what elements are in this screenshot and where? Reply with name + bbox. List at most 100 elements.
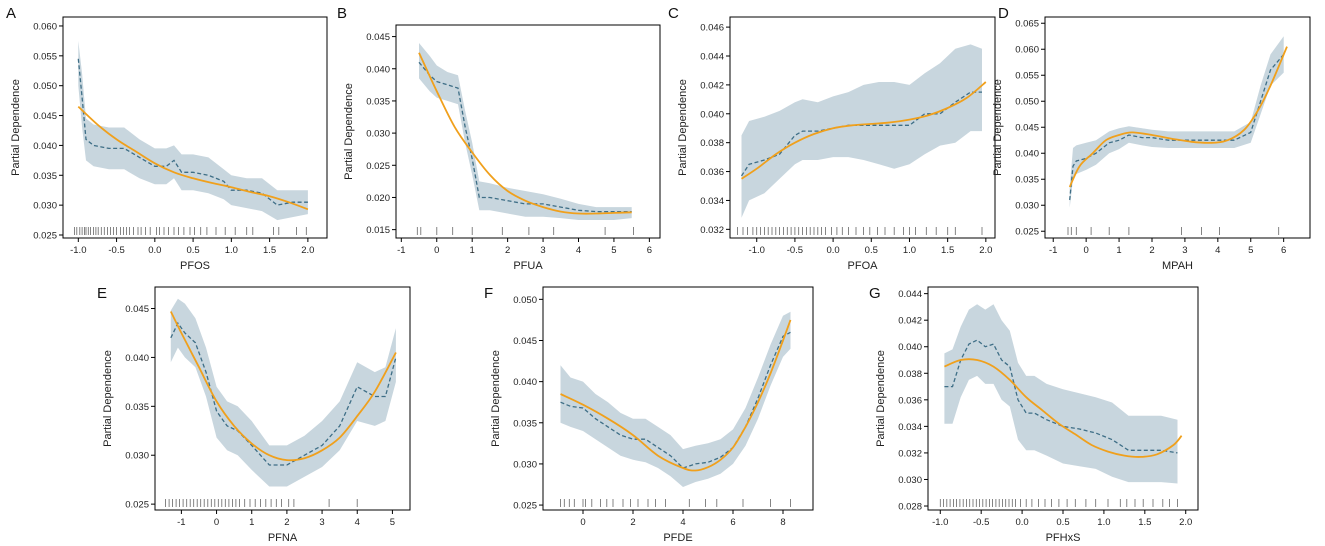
x-tick-label: 0.5 — [1056, 517, 1069, 528]
x-tick-label: 4 — [1215, 245, 1220, 256]
y-tick-label: 0.034 — [700, 196, 724, 207]
panel-letter: E — [97, 285, 107, 302]
smooth-fit-line — [560, 319, 792, 472]
x-axis-title: PFUA — [513, 260, 543, 272]
y-tick-label: 0.036 — [700, 167, 724, 178]
x-tick-label: 4 — [680, 517, 685, 528]
x-tick-label: 1 — [249, 517, 254, 528]
confidence-band — [78, 40, 308, 221]
y-tick-label: 0.042 — [700, 80, 724, 91]
y-tick-label: 0.044 — [700, 52, 724, 63]
panel-a: A -1.0 -0.5 0.0 0.5 1.0 1.5 2.0 0.025 0.030 0.035 0… — [6, 5, 328, 272]
panel-b: B -1 0 1 2 3 4 5 6 0.015 0.020 0.025 0.030 0.035 0.040… — [337, 5, 661, 272]
x-tick-label: 0.0 — [1015, 517, 1028, 528]
x-tick-label: -0.5 — [787, 245, 803, 256]
y-tick-label: 0.055 — [33, 51, 57, 62]
y-axis-title: Partial Dependence — [677, 79, 689, 176]
y-tick-label: 0.030 — [1015, 201, 1039, 212]
x-axis-title: PFHxS — [1046, 532, 1081, 544]
y-tick-label: 0.025 — [366, 161, 390, 172]
x-tick-label: 0 — [580, 517, 585, 528]
panel-f: F 0 2 4 6 8 0.025 0.030 0.035 0.040 0.045 0.050 PFDE… — [484, 285, 814, 544]
panel-letter: C — [668, 5, 679, 22]
y-tick-label: 0.040 — [366, 64, 390, 75]
y-tick-label: 0.046 — [700, 23, 724, 34]
x-tick-label: 0 — [434, 245, 439, 256]
x-tick-label: 5 — [390, 517, 395, 528]
panel-e: E -1 0 1 2 3 4 5 0.025 0.030 0.035 0.040 0.045 PFNA Pa… — [97, 285, 411, 544]
y-tick-label: 0.035 — [513, 418, 537, 429]
x-axis-title: PFNA — [268, 532, 298, 544]
x-tick-label: -0.5 — [108, 245, 124, 256]
x-tick-label: 0 — [1084, 245, 1089, 256]
y-tick-label: 0.040 — [700, 109, 724, 120]
x-tick-label: 2 — [284, 517, 289, 528]
x-axis-title: MPAH — [1162, 260, 1193, 272]
x-tick-label: 4 — [355, 517, 360, 528]
y-tick-label: 0.045 — [513, 336, 537, 347]
x-tick-label: 1 — [470, 245, 475, 256]
x-tick-label: 1.5 — [263, 245, 276, 256]
y-axis-title: Partial Dependence — [490, 350, 502, 447]
x-tick-label: 5 — [611, 245, 616, 256]
partial-dependence-line — [560, 331, 791, 469]
y-axis-title: Partial Dependence — [102, 350, 114, 447]
panel-letter: B — [337, 5, 347, 22]
confidence-band — [741, 44, 982, 218]
x-tick-label: 2 — [505, 245, 510, 256]
x-tick-label: 6 — [1281, 245, 1286, 256]
partial-dependence-line — [170, 321, 397, 466]
y-tick-label: 0.025 — [1015, 227, 1039, 238]
y-tick-label: 0.035 — [1015, 175, 1039, 186]
panel-letter: D — [998, 5, 1009, 22]
x-tick-label: -1 — [1049, 245, 1057, 256]
x-tick-label: 2.0 — [301, 245, 314, 256]
smooth-fit-line — [77, 105, 309, 211]
plot-frame — [1044, 16, 1311, 239]
y-tick-label: 0.040 — [898, 342, 922, 353]
x-tick-label: 0.5 — [865, 245, 878, 256]
panel-letter: G — [869, 285, 881, 302]
x-tick-label: 3 — [1182, 245, 1187, 256]
partial-dependence-line — [77, 58, 308, 206]
y-tick-label: 0.045 — [125, 304, 149, 315]
x-tick-label: 6 — [730, 517, 735, 528]
y-tick-label: 0.035 — [125, 402, 149, 413]
x-tick-label: 0.0 — [148, 245, 161, 256]
partial-dependence-line — [1069, 53, 1285, 201]
x-tick-label: 0 — [214, 517, 219, 528]
x-tick-label: -1.0 — [749, 245, 765, 256]
y-tick-label: 0.025 — [33, 231, 57, 242]
smooth-fit-line — [944, 358, 1183, 458]
x-tick-label: 3 — [319, 517, 324, 528]
y-tick-label: 0.050 — [33, 81, 57, 92]
smooth-fit-line — [740, 81, 987, 180]
y-tick-label: 0.040 — [513, 377, 537, 388]
panel-d: D -1 0 1 2 3 4 5 6 0.025 0.030 0.035 0.040 0.045 0.050… — [992, 5, 1311, 272]
y-tick-label: 0.020 — [366, 193, 390, 204]
y-tick-label: 0.040 — [33, 141, 57, 152]
y-tick-label: 0.055 — [1015, 71, 1039, 82]
x-tick-label: -1 — [177, 517, 185, 528]
y-tick-label: 0.030 — [898, 475, 922, 486]
y-tick-label: 0.065 — [1015, 19, 1039, 30]
panel-c: C -1.0 -0.5 0.0 0.5 1.0 1.5 2.0 0.032 0.034 0.036 0… — [668, 5, 996, 272]
x-tick-label: 1.0 — [1097, 517, 1110, 528]
y-tick-label: 0.045 — [366, 32, 390, 43]
x-axis-title: PFDE — [663, 532, 692, 544]
y-tick-label: 0.025 — [513, 501, 537, 512]
y-tick-label: 0.025 — [125, 500, 149, 511]
y-tick-label: 0.060 — [33, 21, 57, 32]
x-tick-label: 0.5 — [186, 245, 199, 256]
confidence-band — [419, 43, 632, 220]
x-axis-title: PFOS — [180, 260, 210, 272]
x-tick-label: 8 — [780, 517, 785, 528]
y-tick-label: 0.030 — [33, 201, 57, 212]
confidence-band — [170, 298, 396, 487]
x-tick-label: 0.0 — [826, 245, 839, 256]
y-tick-label: 0.040 — [1015, 149, 1039, 160]
partial-dependence-line — [418, 61, 632, 213]
x-tick-label: 1.5 — [941, 245, 954, 256]
y-axis-title: Partial Dependence — [10, 79, 22, 176]
